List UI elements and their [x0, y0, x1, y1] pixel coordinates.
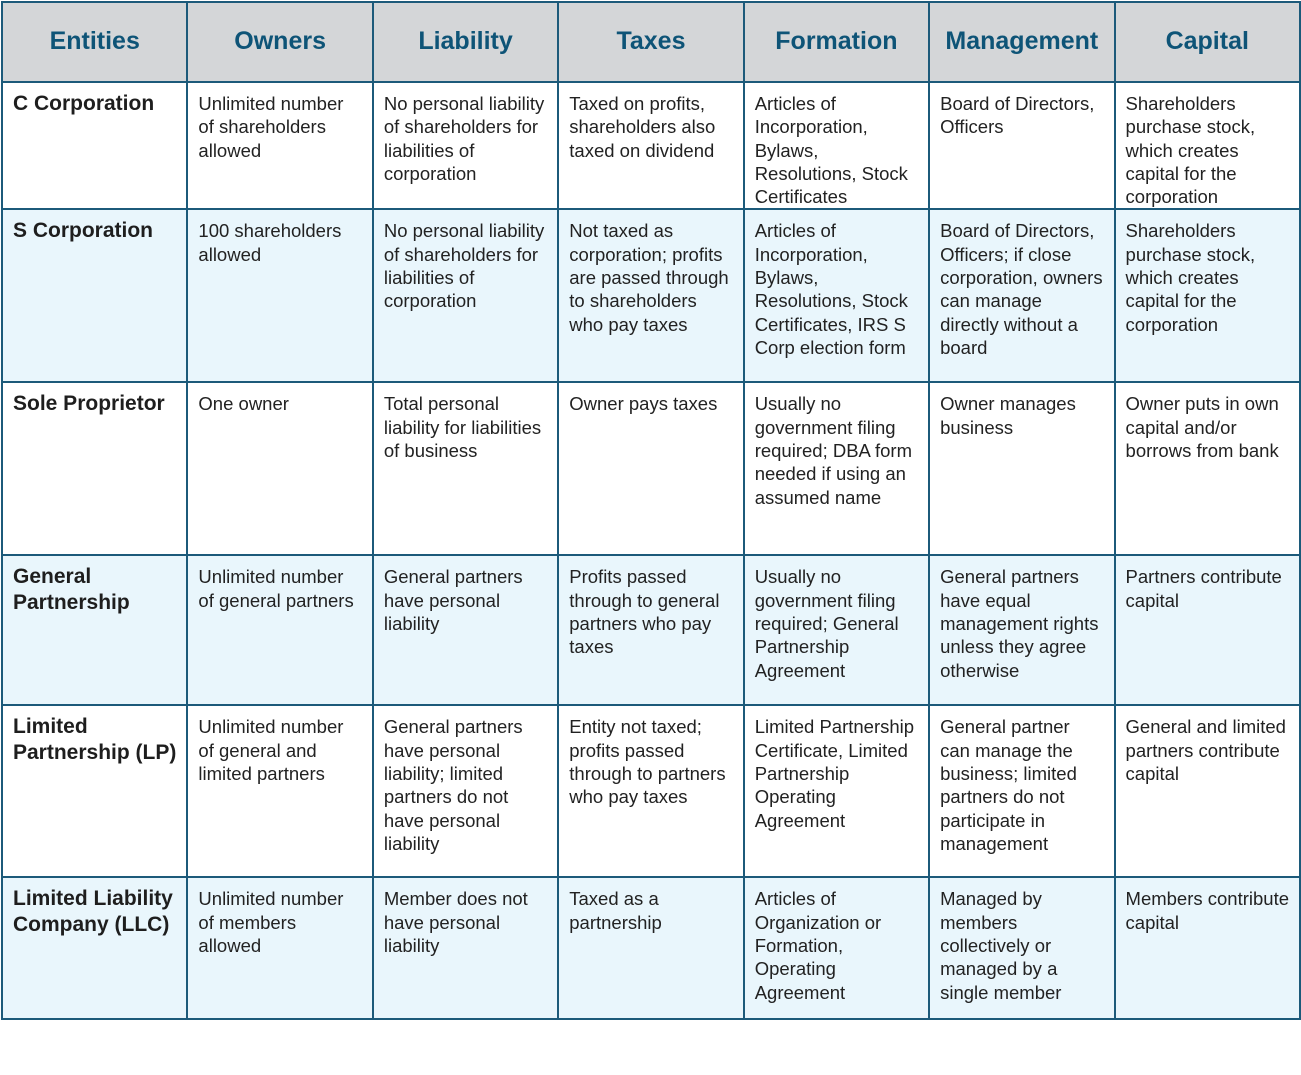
table-cell-management: Board of Directors, Officers — [928, 80, 1116, 211]
table-cell-liability: No personal liability of shareholders fo… — [371, 208, 560, 384]
column-header-entities: Entities — [0, 1, 189, 83]
entity-name-cell: Limited Liability Company (LLC) — [0, 876, 189, 1021]
table-cell-owners: Unlimited number of shareholders allowed — [186, 80, 374, 211]
column-header-capital: Capital — [1113, 1, 1301, 83]
column-header-formation: Formation — [742, 1, 931, 83]
entity-name-cell: C Corporation — [0, 80, 189, 211]
table-cell-taxes: Taxed as a partnership — [557, 876, 745, 1021]
table-cell-capital: Shareholders purchase stock, which creat… — [1113, 208, 1301, 384]
table-cell-taxes: Owner pays taxes — [557, 381, 745, 557]
table-cell-owners: One owner — [186, 381, 374, 557]
table-cell-capital: Owner puts in own capital and/or borrows… — [1113, 381, 1301, 557]
table-cell-management: Managed by members collectively or manag… — [928, 876, 1116, 1021]
entity-name-cell: Sole Proprietor — [0, 381, 189, 557]
column-header-taxes: Taxes — [557, 1, 745, 83]
table-cell-capital: Partners contribute capital — [1113, 554, 1301, 707]
table-cell-formation: Articles of Organization or Formation, O… — [742, 876, 931, 1021]
business-entities-table: Entities Owners Liability Taxes Formation Man… — [0, 1, 1301, 1021]
table-row: C Corporation Unlimited number of shareho… — [0, 80, 1301, 211]
table-cell-capital: Shareholders purchase stock, which creat… — [1113, 80, 1301, 211]
header-row: Entities Owners Liability Taxes Formation Man… — [0, 1, 1301, 83]
entity-name-cell: General Partnership — [0, 554, 189, 707]
table-cell-formation: Usually no government filing required; D… — [742, 381, 931, 557]
table-cell-management: General partners have equal management r… — [928, 554, 1116, 707]
table-cell-liability: Total personal liability for liabilities… — [371, 381, 560, 557]
table-row: Limited Liability Company (LLC) Unlimited… — [0, 876, 1301, 1021]
table-cell-taxes: Taxed on profits, shareholders also taxe… — [557, 80, 745, 211]
table-cell-formation: Limited Partnership Certificate, Limited… — [742, 704, 931, 879]
table-cell-formation: Usually no government filing required; G… — [742, 554, 931, 707]
table-cell-management: Board of Directors, Officers; if close c… — [928, 208, 1116, 384]
table-cell-liability: Member does not have personal liability — [371, 876, 560, 1021]
column-header-owners: Owners — [186, 1, 374, 83]
table-cell-management: General partner can manage the business;… — [928, 704, 1116, 879]
table-row: General Partnership Unlimited number of g… — [0, 554, 1301, 707]
table-cell-liability: General partners have personal liability — [371, 554, 560, 707]
table-row: Limited Partnership (LP) Unlimited number… — [0, 704, 1301, 879]
table-cell-formation: Articles of Incorporation, Bylaws, Resol… — [742, 208, 931, 384]
entity-name-cell: Limited Partnership (LP) — [0, 704, 189, 879]
table-cell-liability: General partners have personal liability… — [371, 704, 560, 879]
table-cell-liability: No personal liability of shareholders fo… — [371, 80, 560, 211]
table-cell-taxes: Not taxed as corporation; profits are pa… — [557, 208, 745, 384]
table-cell-owners: Unlimited number of members allowed — [186, 876, 374, 1021]
table-cell-owners: 100 shareholders allowed — [186, 208, 374, 384]
table-cell-taxes: Entity not taxed; profits passed through… — [557, 704, 745, 879]
table-cell-formation: Articles of Incorporation, Bylaws, Resol… — [742, 80, 931, 211]
entity-name-cell: S Corporation — [0, 208, 189, 384]
column-header-management: Management — [928, 1, 1116, 83]
table-row: S Corporation 100 shareholders allowed No … — [0, 208, 1301, 384]
column-header-liability: Liability — [371, 1, 560, 83]
table-cell-owners: Unlimited number of general and limited … — [186, 704, 374, 879]
table-cell-management: Owner manages business — [928, 381, 1116, 557]
table-cell-capital: Members contribute capital — [1113, 876, 1301, 1021]
table-cell-taxes: Profits passed through to general partne… — [557, 554, 745, 707]
table-row: Sole Proprietor One owner Total personal l… — [0, 381, 1301, 557]
table-cell-owners: Unlimited number of general partners — [186, 554, 374, 707]
table-cell-capital: General and limited partners contribute … — [1113, 704, 1301, 879]
